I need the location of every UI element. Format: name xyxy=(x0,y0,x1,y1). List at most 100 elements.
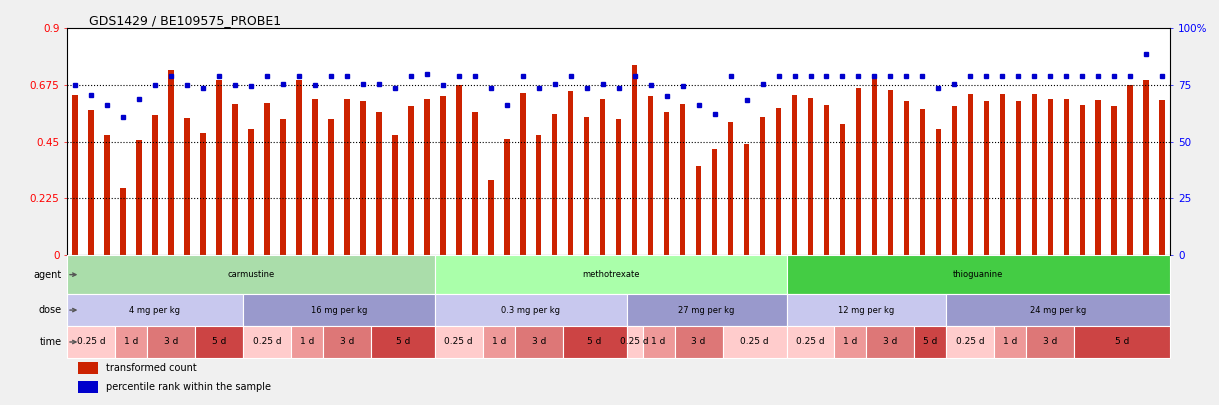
Bar xyxy=(232,104,238,255)
Text: 1 d: 1 d xyxy=(1003,337,1018,346)
Bar xyxy=(664,111,669,255)
Bar xyxy=(104,135,110,255)
Bar xyxy=(137,141,141,255)
Bar xyxy=(1112,107,1117,255)
Bar xyxy=(744,144,750,255)
Text: 5 d: 5 d xyxy=(212,337,226,346)
Bar xyxy=(503,139,510,255)
Bar xyxy=(835,326,867,358)
Bar xyxy=(424,99,429,255)
Bar xyxy=(488,179,494,255)
Bar xyxy=(568,92,573,255)
Bar xyxy=(786,294,946,326)
Bar xyxy=(952,107,957,255)
Bar xyxy=(647,96,653,255)
Bar xyxy=(919,109,925,255)
Bar xyxy=(1096,100,1101,255)
Text: methotrexate: methotrexate xyxy=(581,270,640,279)
Text: 3 d: 3 d xyxy=(531,337,546,346)
Bar xyxy=(1015,101,1022,255)
Text: 12 mg per kg: 12 mg per kg xyxy=(839,306,895,315)
Bar xyxy=(631,65,638,255)
Bar xyxy=(265,103,269,255)
Bar xyxy=(674,326,723,358)
Text: 3 d: 3 d xyxy=(163,337,178,346)
Bar xyxy=(723,326,786,358)
Bar xyxy=(627,326,642,358)
Bar xyxy=(856,87,862,255)
Bar xyxy=(184,118,190,255)
Bar xyxy=(78,381,98,393)
Bar xyxy=(521,93,525,255)
Bar xyxy=(360,101,366,255)
Bar xyxy=(243,294,435,326)
Bar xyxy=(1080,105,1085,255)
Bar xyxy=(867,326,914,358)
Bar xyxy=(600,99,606,255)
Bar xyxy=(195,326,243,358)
Bar xyxy=(552,114,557,255)
Bar xyxy=(67,294,243,326)
Bar xyxy=(936,129,941,255)
Bar xyxy=(375,111,382,255)
Text: 4 mg per kg: 4 mg per kg xyxy=(129,306,180,315)
Bar xyxy=(584,117,590,255)
Bar xyxy=(200,133,206,255)
Bar xyxy=(514,326,563,358)
Bar xyxy=(786,326,835,358)
Bar xyxy=(824,105,829,255)
Bar xyxy=(968,94,973,255)
Text: 16 mg per kg: 16 mg per kg xyxy=(311,306,367,315)
Bar xyxy=(1047,99,1053,255)
Bar xyxy=(67,255,435,294)
Bar xyxy=(393,135,397,255)
Bar xyxy=(563,326,627,358)
Text: 0.25 d: 0.25 d xyxy=(956,337,985,346)
Bar xyxy=(115,326,147,358)
Text: percentile rank within the sample: percentile rank within the sample xyxy=(106,382,271,392)
Bar xyxy=(168,70,174,255)
Bar xyxy=(680,104,685,255)
Bar xyxy=(147,326,195,358)
Bar xyxy=(408,107,413,255)
Text: 5 d: 5 d xyxy=(923,337,937,346)
Bar xyxy=(1063,99,1069,255)
Text: dose: dose xyxy=(39,305,61,315)
Bar xyxy=(435,294,627,326)
Text: 0.25 d: 0.25 d xyxy=(252,337,282,346)
Bar xyxy=(1159,100,1165,255)
Text: 27 mg per kg: 27 mg per kg xyxy=(679,306,735,315)
Bar xyxy=(472,111,478,255)
Text: 24 mg per kg: 24 mg per kg xyxy=(1030,306,1086,315)
Bar xyxy=(914,326,946,358)
Bar xyxy=(995,326,1026,358)
Bar xyxy=(371,326,435,358)
Bar xyxy=(280,119,285,255)
Bar xyxy=(728,122,734,255)
Text: 3 d: 3 d xyxy=(691,337,706,346)
Text: 1 d: 1 d xyxy=(844,337,858,346)
Bar xyxy=(216,80,222,255)
Bar xyxy=(483,326,514,358)
Bar xyxy=(791,95,797,255)
Bar xyxy=(88,110,94,255)
Text: agent: agent xyxy=(33,270,61,279)
Bar xyxy=(121,188,126,255)
Bar xyxy=(435,326,483,358)
Text: 3 d: 3 d xyxy=(1043,337,1058,346)
Bar xyxy=(627,294,786,326)
Bar xyxy=(946,294,1170,326)
Bar xyxy=(72,95,78,255)
Bar xyxy=(323,326,371,358)
Bar xyxy=(328,119,334,255)
Text: 0.25 d: 0.25 d xyxy=(77,337,105,346)
Text: 0.25 d: 0.25 d xyxy=(796,337,825,346)
Text: 0.25 d: 0.25 d xyxy=(445,337,473,346)
Text: 5 d: 5 d xyxy=(396,337,410,346)
Bar xyxy=(1074,326,1170,358)
Bar xyxy=(786,255,1170,294)
Bar xyxy=(759,117,766,255)
Bar xyxy=(775,108,781,255)
Text: 0.25 d: 0.25 d xyxy=(740,337,769,346)
Text: 1 d: 1 d xyxy=(651,337,666,346)
